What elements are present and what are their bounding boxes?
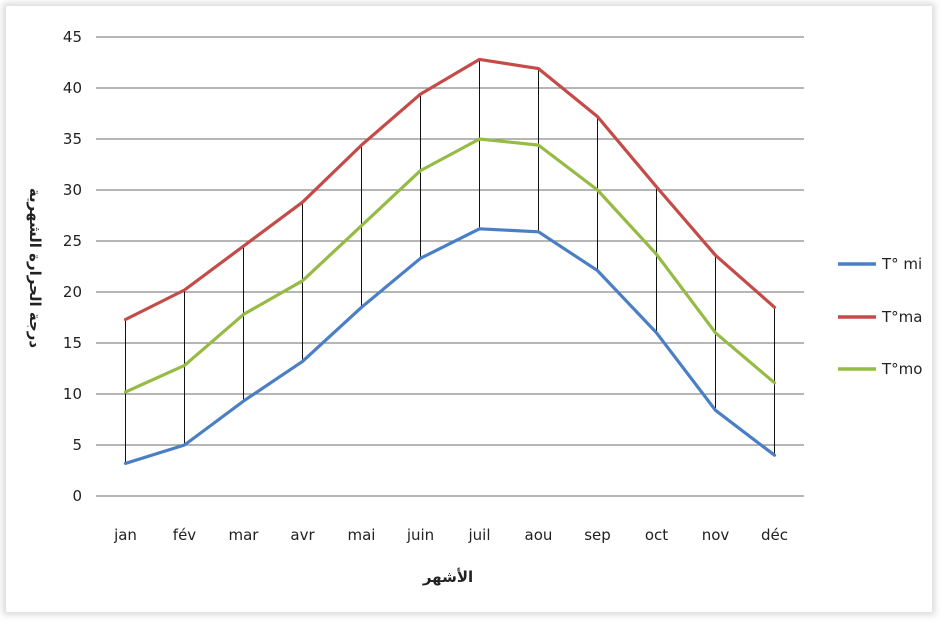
y-tick-label: 45 [63, 28, 82, 46]
chart-frame [6, 6, 932, 612]
series-lines [123, 57, 777, 465]
y-axis-title: درجة الحرارة الشهرية [26, 188, 44, 349]
x-tick-label: déc [761, 526, 788, 544]
gridlines [96, 36, 804, 497]
x-tick-label: mar [229, 526, 260, 544]
x-tick-label: oct [645, 526, 668, 544]
series-line [123, 227, 777, 465]
legend-label: T°mo [881, 360, 922, 378]
y-tick-label: 5 [72, 436, 82, 454]
y-tick-label: 35 [63, 130, 82, 148]
x-tick-label: jan [113, 526, 137, 544]
y-tick-label: 0 [72, 487, 82, 505]
x-tick-labels: jan fév mar avr mai juin juil aou sep oct nov déc [113, 526, 788, 544]
series-line [123, 137, 777, 394]
y-tick-label: 10 [63, 385, 82, 403]
legend-label: T°ma [881, 308, 922, 326]
y-tick-labels: 0 5 10 15 20 25 30 35 40 45 [63, 28, 82, 505]
y-tick-label: 15 [63, 334, 82, 352]
x-tick-label: nov [702, 526, 730, 544]
x-tick-label: avr [290, 526, 315, 544]
x-tick-label: sep [584, 526, 611, 544]
x-axis-title: الأشهر [422, 568, 473, 586]
x-tick-label: fév [173, 526, 197, 544]
x-tick-label: aou [525, 526, 553, 544]
x-tick-label: mai [348, 526, 376, 544]
x-tick-label: juil [467, 526, 490, 544]
y-tick-label: 25 [63, 232, 82, 250]
y-tick-label: 30 [63, 181, 82, 199]
x-tick-label: juin [406, 526, 434, 544]
legend: T° mi T°ma T°mo [838, 255, 922, 378]
series-line [123, 57, 777, 322]
y-tick-label: 40 [63, 79, 82, 97]
legend-label: T° mi [881, 255, 922, 273]
y-tick-label: 20 [63, 283, 82, 301]
